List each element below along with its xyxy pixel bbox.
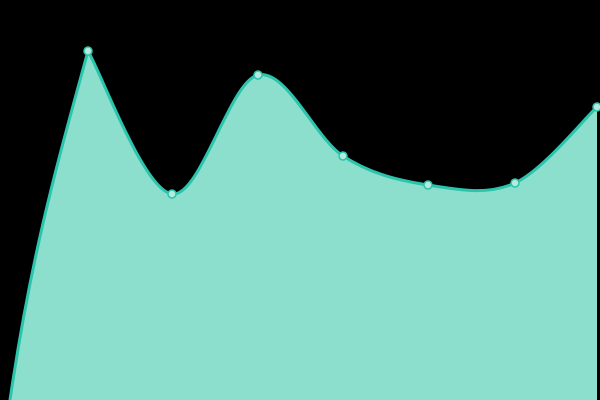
data-point-marker[interactable]: [338, 151, 348, 161]
data-point-marker[interactable]: [83, 46, 93, 56]
data-point-marker[interactable]: [253, 70, 263, 80]
data-point-marker[interactable]: [510, 178, 520, 188]
data-point-marker[interactable]: [167, 189, 177, 199]
data-point-markers: [83, 46, 600, 199]
data-point-marker[interactable]: [592, 102, 600, 112]
area-fill-region: [10, 51, 597, 400]
data-point-marker[interactable]: [423, 180, 433, 190]
